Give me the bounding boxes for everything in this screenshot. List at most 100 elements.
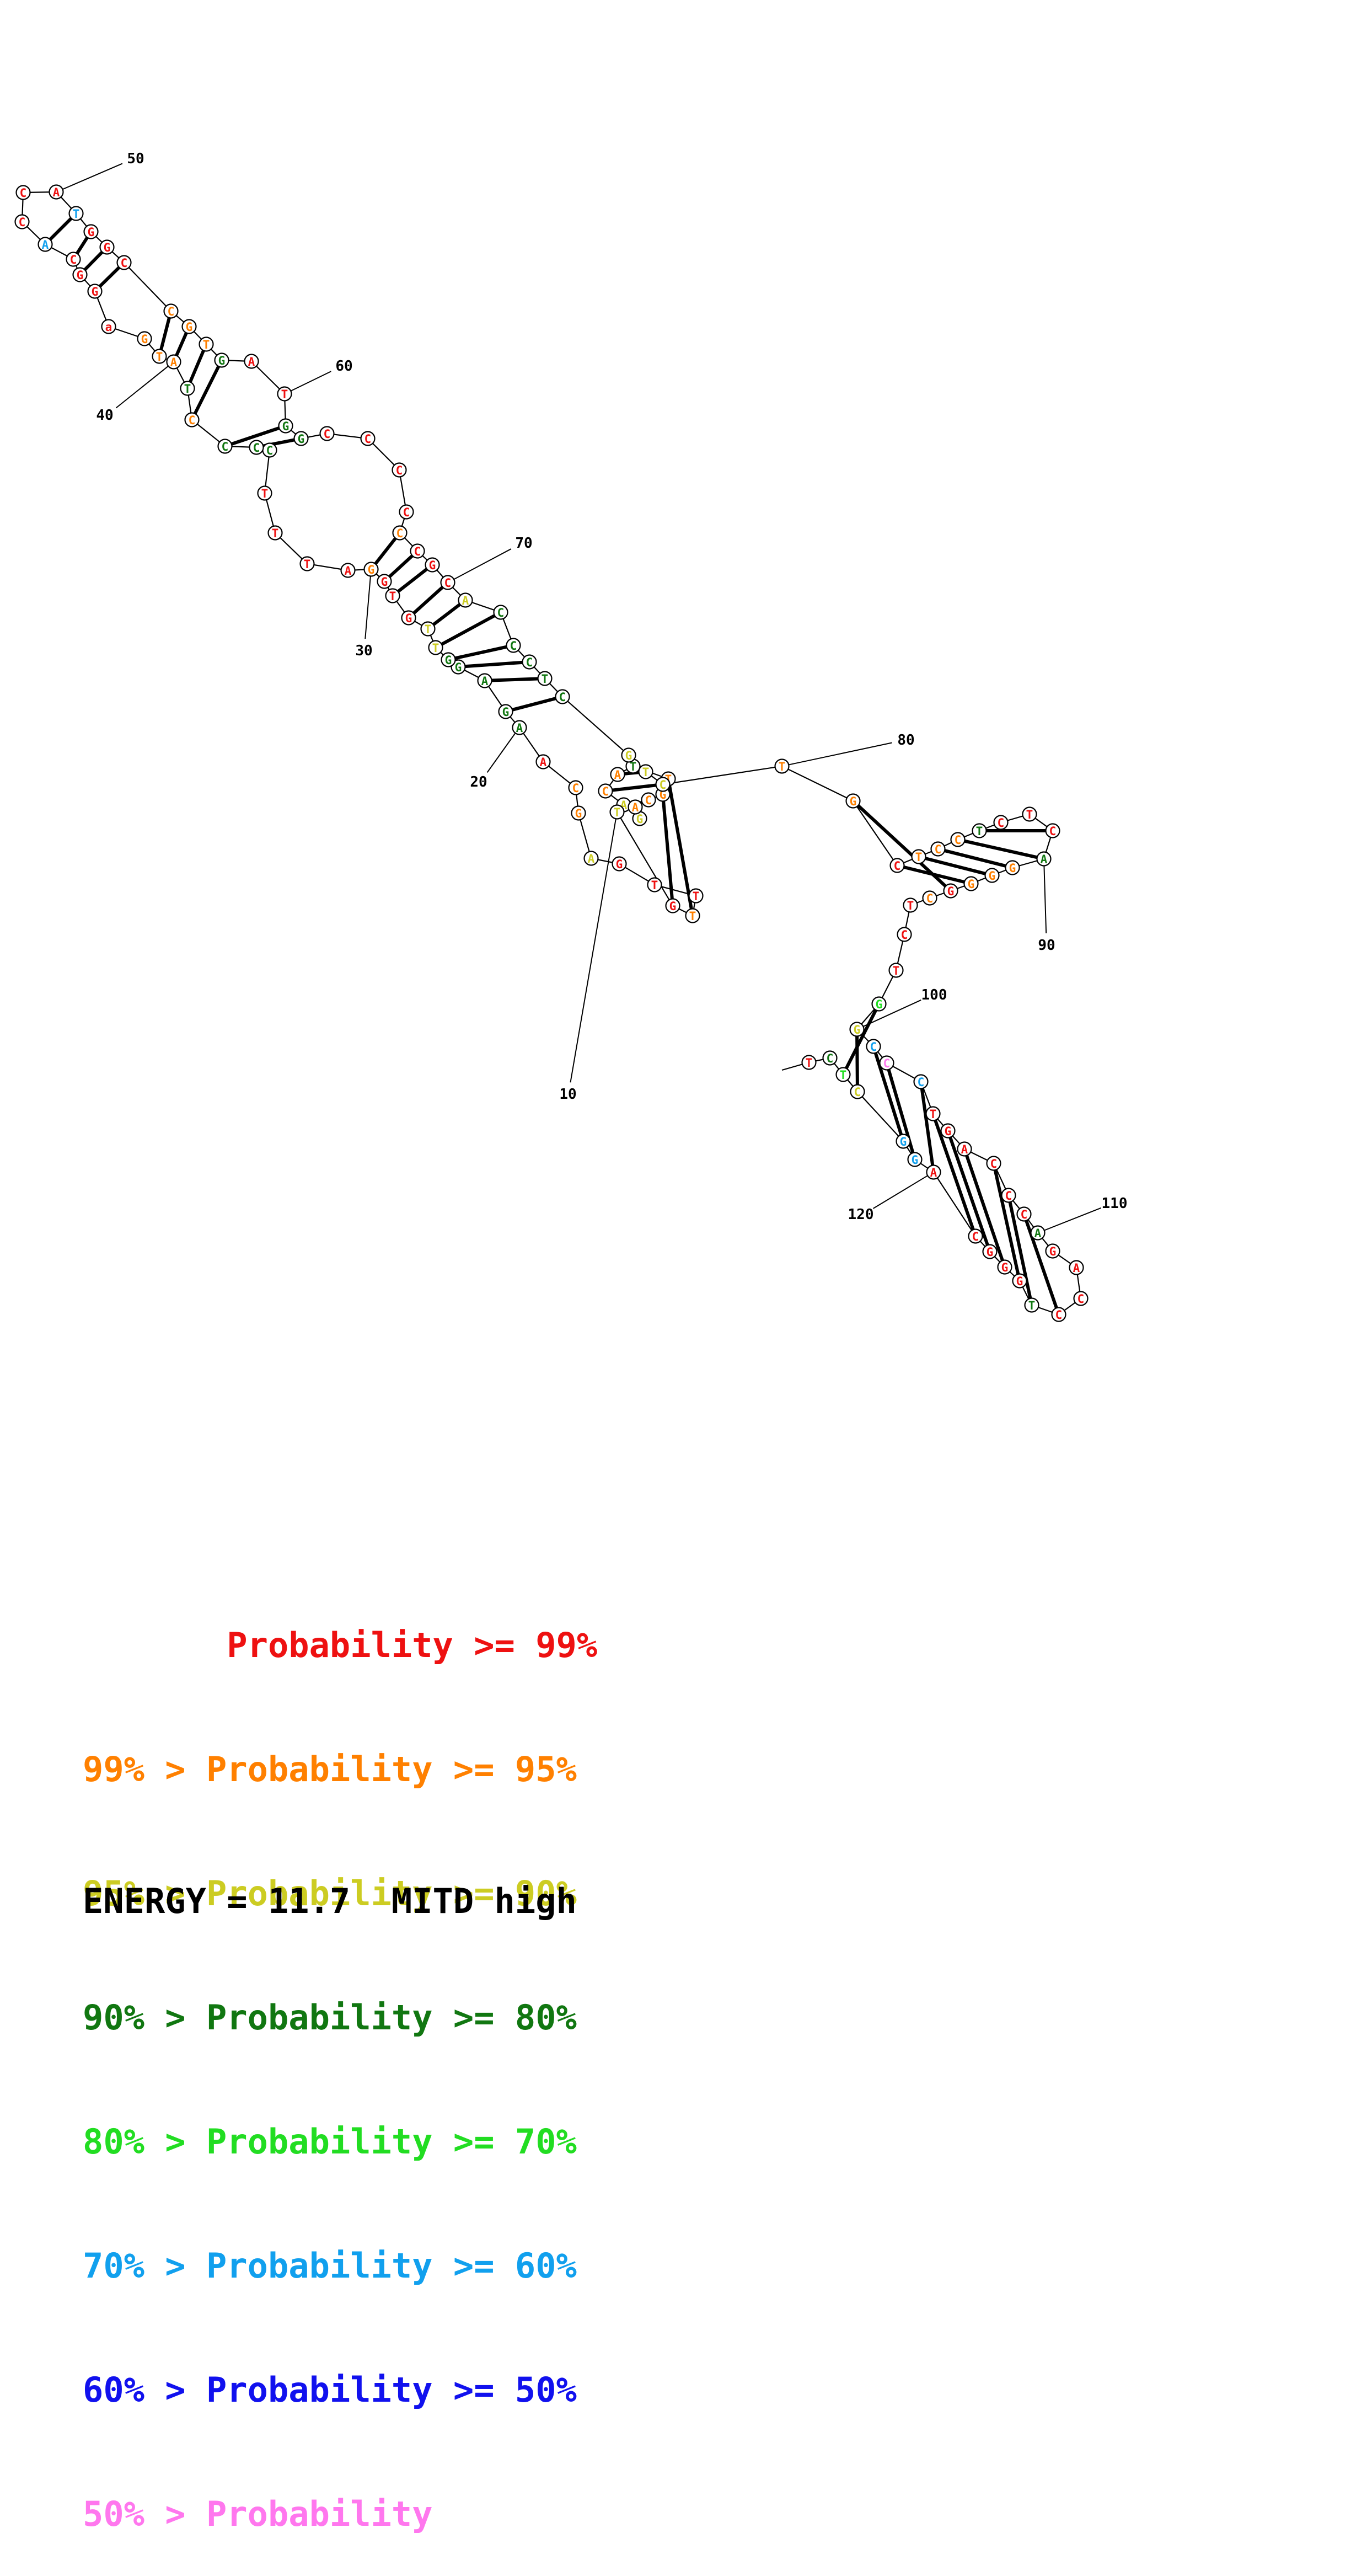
legend-row: 70% > Probability >= 60% xyxy=(83,2246,577,2286)
nucleotide-base: G xyxy=(502,706,510,719)
nucleotide-92: G xyxy=(984,868,1000,883)
nucleotide-circle xyxy=(217,439,233,454)
base-pairs xyxy=(49,217,1058,1309)
base-pair-line xyxy=(374,537,397,565)
nucleotide-circle xyxy=(583,851,599,866)
nucleotide-114: C xyxy=(1051,1307,1066,1322)
nucleotide-circle xyxy=(101,319,116,334)
nucleotide-89: C xyxy=(1045,823,1060,838)
nucleotide-circle xyxy=(555,689,570,704)
nucleotide-base: C xyxy=(396,527,404,540)
nucleotide-46: C xyxy=(66,252,81,267)
nucleotide-111: G xyxy=(1045,1243,1060,1259)
nucleotide-circle xyxy=(522,654,537,670)
nucleotide-base: T xyxy=(156,350,163,364)
nucleotide-circle xyxy=(568,780,583,795)
nucleotide-60: T xyxy=(277,386,292,402)
nucleotide-120: A xyxy=(926,1164,941,1180)
nucleotide-116: G xyxy=(1012,1273,1027,1289)
nucleotide-circle xyxy=(907,1152,923,1167)
nucleotide-circle xyxy=(997,1259,1012,1275)
nucleotide-102: C xyxy=(879,1055,894,1071)
nucleotide-base: G xyxy=(850,795,857,808)
nucleotide-16: A xyxy=(583,851,599,866)
nucleotide-52: G xyxy=(83,224,99,239)
nucleotide-21: G xyxy=(498,704,513,719)
nucleotide-50: A xyxy=(49,184,64,200)
nucleotide-base: C xyxy=(926,892,934,905)
nucleotide-base: T xyxy=(840,1068,847,1082)
nucleotide-base: C xyxy=(497,606,505,619)
nucleotide-base: G xyxy=(900,1135,907,1148)
base-pair-line xyxy=(432,603,461,626)
nucleotide-base: A xyxy=(588,852,595,865)
position-tick-line xyxy=(1043,865,1047,934)
nucleotide-circle xyxy=(267,525,283,541)
position-label: 110 xyxy=(1102,1195,1128,1212)
nucleotide-71: A xyxy=(458,592,473,608)
nucleotide-circle xyxy=(866,1039,881,1054)
nucleotide-70: C xyxy=(440,575,455,590)
nucleotide-base: T xyxy=(806,1056,813,1070)
base-pair-line xyxy=(465,660,523,669)
nucleotide-base: T xyxy=(73,207,80,221)
nucleotide-circle xyxy=(385,588,400,603)
nucleotide-base: A xyxy=(481,675,489,688)
nucleotide-circle xyxy=(871,996,887,1012)
nucleotide-circle xyxy=(477,673,492,688)
nucleotide-base: C xyxy=(403,506,410,519)
nucleotide-123: C xyxy=(850,1084,865,1099)
nucleotide-base: G xyxy=(381,575,388,589)
base-pair-line xyxy=(965,1155,1004,1262)
nucleotide-base: G xyxy=(912,1153,919,1167)
nucleotide-95: C xyxy=(922,890,937,906)
legend-row: 99% > Probability >= 95% xyxy=(83,1749,577,1789)
nucleotide-circle xyxy=(925,1106,941,1121)
nucleotide-84: C xyxy=(930,841,946,857)
nucleotide-circle xyxy=(184,412,200,427)
nucleotide-103: C xyxy=(913,1074,929,1089)
nucleotide-base: C xyxy=(559,691,566,704)
nucleotide-base: C xyxy=(510,639,517,653)
nucleotide-base: G xyxy=(636,813,644,826)
nucleotide-circle xyxy=(641,792,656,808)
nucleotide-circle xyxy=(963,876,979,891)
legend-row: Probability >= 99% xyxy=(83,1625,598,1665)
nucleotide-13: T xyxy=(688,888,704,904)
nucleotide-circle xyxy=(638,764,653,779)
nucleotide-circle xyxy=(163,303,179,319)
nucleotide-base: C xyxy=(168,305,175,318)
nucleotide-circle xyxy=(49,184,64,200)
nucleotide-circle xyxy=(957,1141,972,1157)
nucleotide-base: C xyxy=(870,1040,877,1054)
nucleotide-36: C xyxy=(249,440,264,455)
base-pair-line xyxy=(49,217,73,241)
legend-row: 95% > Probability >= 90% xyxy=(83,1873,577,1914)
nucleotide-base: T xyxy=(1026,808,1033,821)
nucleotide-base: T xyxy=(203,338,210,351)
nucleotide-115: T xyxy=(1024,1297,1039,1313)
nucleotide-33: T xyxy=(267,525,283,541)
nucleotide-base: C xyxy=(645,794,652,807)
nucleotide-circle xyxy=(537,671,553,686)
nucleotide-base: A xyxy=(345,564,352,578)
nucleotide-58: G xyxy=(214,352,229,368)
nucleotide-circle xyxy=(849,1022,865,1037)
nucleotide-base: T xyxy=(651,879,658,892)
nucleotide-base: T xyxy=(689,910,696,923)
base-pair-line xyxy=(98,266,121,288)
nucleotide-base: A xyxy=(1034,1227,1042,1240)
nucleotide-base: C xyxy=(324,427,331,441)
base-pair-line xyxy=(412,586,444,614)
nucleotide-30: G xyxy=(363,562,379,577)
nucleotide-circle xyxy=(968,1228,983,1244)
nucleotide-53: G xyxy=(99,239,115,255)
position-label: 70 xyxy=(515,535,532,552)
nucleotide-26: T xyxy=(420,621,436,637)
nucleotide-18: C xyxy=(568,780,583,795)
nucleotide-base: C xyxy=(1055,1308,1063,1322)
nucleotide-base: A xyxy=(632,801,639,814)
nucleotide-40: A xyxy=(166,354,181,370)
nucleotide-base: A xyxy=(1041,853,1048,866)
nucleotide-base: A xyxy=(961,1143,968,1156)
